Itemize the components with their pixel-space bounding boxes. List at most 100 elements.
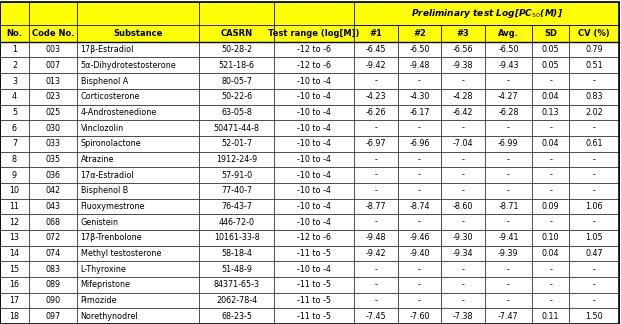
Bar	[78, 199, 199, 214]
Bar	[355, 308, 398, 324]
Text: -9.30: -9.30	[453, 233, 473, 242]
Bar	[29, 73, 78, 89]
Bar	[532, 89, 569, 105]
Bar	[484, 89, 532, 105]
Bar	[441, 183, 484, 199]
Text: 0.04: 0.04	[542, 92, 560, 101]
Bar	[398, 167, 441, 183]
Bar	[199, 73, 274, 89]
Bar	[484, 261, 532, 277]
Text: -6.97: -6.97	[366, 139, 386, 148]
Bar	[199, 230, 274, 246]
Text: Vinclozolin: Vinclozolin	[81, 123, 124, 133]
Text: 50471-44-8: 50471-44-8	[214, 123, 260, 133]
Bar	[398, 152, 441, 167]
Text: 074: 074	[46, 249, 61, 258]
Text: Bisphenol B: Bisphenol B	[81, 186, 128, 195]
Text: 025: 025	[45, 108, 61, 117]
Text: Atrazine: Atrazine	[81, 155, 114, 164]
Text: 033: 033	[46, 139, 61, 148]
Text: 030: 030	[46, 123, 61, 133]
Bar	[199, 277, 274, 293]
Bar	[0, 246, 29, 261]
Text: 0.79: 0.79	[585, 45, 603, 54]
Bar	[532, 277, 569, 293]
Bar	[29, 42, 78, 57]
Bar	[274, 246, 355, 261]
Bar	[199, 183, 274, 199]
Bar	[78, 261, 199, 277]
Text: -: -	[592, 265, 596, 274]
Bar	[78, 167, 199, 183]
Text: -: -	[418, 76, 421, 86]
Bar	[355, 167, 398, 183]
Bar	[274, 167, 355, 183]
Text: -: -	[550, 76, 552, 86]
Text: 3: 3	[12, 76, 17, 86]
Text: -: -	[592, 218, 596, 226]
Bar	[441, 105, 484, 120]
Text: -: -	[550, 170, 552, 179]
Bar	[484, 293, 532, 308]
Text: -11 to -5: -11 to -5	[297, 296, 331, 305]
Text: -12 to -6: -12 to -6	[297, 233, 331, 242]
Bar	[355, 261, 398, 277]
Bar	[569, 152, 619, 167]
Text: 072: 072	[45, 233, 61, 242]
Bar	[78, 57, 199, 73]
Text: 013: 013	[46, 76, 61, 86]
Bar	[484, 105, 532, 120]
Text: CV (%): CV (%)	[578, 29, 610, 38]
Text: -10 to -4: -10 to -4	[297, 139, 331, 148]
Text: Methyl testosterone: Methyl testosterone	[81, 249, 161, 258]
Bar	[484, 199, 532, 214]
Text: -: -	[461, 186, 465, 195]
Bar	[0, 57, 29, 73]
Bar	[569, 89, 619, 105]
Text: 1: 1	[12, 45, 17, 54]
Bar	[441, 246, 484, 261]
Bar	[199, 261, 274, 277]
Text: Fluoxymestrone: Fluoxymestrone	[81, 202, 145, 211]
Bar	[274, 277, 355, 293]
Text: 9: 9	[12, 170, 17, 179]
Text: -: -	[374, 170, 378, 179]
Text: -: -	[374, 186, 378, 195]
Bar	[199, 308, 274, 324]
Bar	[441, 42, 484, 57]
Bar	[274, 199, 355, 214]
Bar	[78, 246, 199, 261]
Bar	[441, 308, 484, 324]
Bar	[441, 89, 484, 105]
Bar	[484, 57, 532, 73]
Text: -6.99: -6.99	[498, 139, 519, 148]
Text: 1.05: 1.05	[586, 233, 603, 242]
Text: 51-48-9: 51-48-9	[221, 265, 252, 274]
Text: 2: 2	[12, 61, 17, 70]
Bar	[484, 25, 532, 42]
Bar	[0, 261, 29, 277]
Bar	[199, 57, 274, 73]
Text: L-Thyroxine: L-Thyroxine	[81, 265, 127, 274]
Text: -: -	[418, 296, 421, 305]
Bar	[355, 214, 398, 230]
Text: 083: 083	[46, 265, 61, 274]
Bar	[398, 57, 441, 73]
Bar	[484, 42, 532, 57]
Bar	[29, 277, 78, 293]
Bar	[355, 105, 398, 120]
Text: -: -	[592, 170, 596, 179]
Bar	[441, 214, 484, 230]
Text: 043: 043	[46, 202, 61, 211]
Bar	[29, 246, 78, 261]
Text: -11 to -5: -11 to -5	[297, 280, 331, 289]
Text: 0.04: 0.04	[542, 139, 560, 148]
Bar	[398, 293, 441, 308]
Text: -: -	[418, 280, 421, 289]
Bar	[441, 73, 484, 89]
Text: 18: 18	[9, 312, 19, 321]
Bar	[532, 152, 569, 167]
Text: 80-05-7: 80-05-7	[221, 76, 252, 86]
Text: -: -	[418, 186, 421, 195]
Text: -: -	[592, 76, 596, 86]
